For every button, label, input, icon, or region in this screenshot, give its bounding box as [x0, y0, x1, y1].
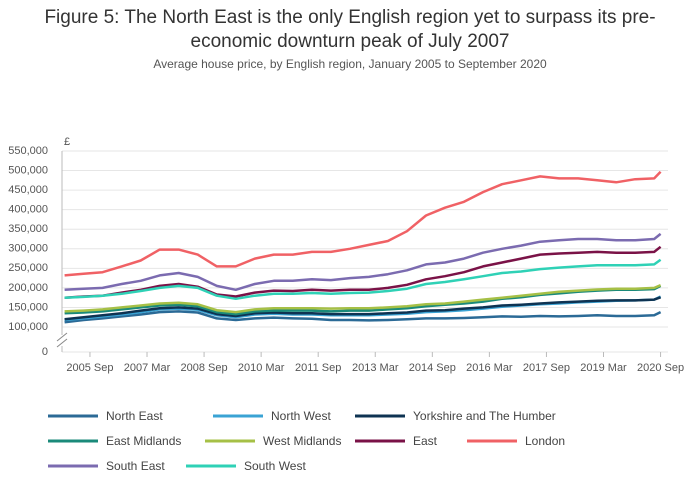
x-tick-label: 2019 Mar: [580, 362, 627, 374]
x-tick-label: 2013 Mar: [352, 362, 399, 374]
x-tick-label: 2010 Mar: [238, 362, 285, 374]
y-tick-label: 550,000: [8, 145, 48, 157]
x-tick-label: 2020 Sep: [637, 362, 684, 374]
series-line: [64, 232, 662, 292]
y-tick-label: 150,000: [8, 301, 48, 313]
x-tick-label: 2014 Sep: [409, 362, 456, 374]
legend-label: West Midlands: [263, 434, 341, 448]
legend-label: North East: [106, 409, 163, 423]
x-tick-label: 2017 Sep: [523, 362, 570, 374]
y-tick-label: 0: [42, 346, 48, 358]
series-line: [64, 296, 662, 321]
chart-title: Figure 5: The North East is the only Eng…: [44, 7, 656, 52]
legend-label: North West: [271, 409, 331, 423]
chart-subtitle: Average house price, by English region, …: [153, 57, 547, 71]
series-line: [64, 284, 662, 316]
y-tick-label: 250,000: [8, 262, 48, 274]
legend-label: East Midlands: [106, 434, 181, 448]
legend-label: South West: [244, 459, 306, 473]
legend-label: Yorkshire and The Humber: [413, 409, 556, 423]
series-line: [64, 310, 662, 324]
y-tick-label: 400,000: [8, 204, 48, 216]
axis-break: [56, 338, 68, 348]
x-tick-label: 2011 Sep: [295, 362, 341, 374]
legend-label: London: [525, 434, 565, 448]
y-tick-label: 200,000: [8, 282, 48, 294]
y-tick-label: 350,000: [8, 223, 48, 235]
series-line: [64, 245, 662, 299]
legend-label: South East: [106, 459, 165, 473]
axis-break: [56, 332, 68, 342]
y-tick-label: 300,000: [8, 243, 48, 255]
y-tick-label: 450,000: [8, 184, 48, 196]
x-tick-label: 2016 Mar: [466, 362, 513, 374]
y-unit: £: [64, 136, 70, 148]
y-tick-label: 100,000: [8, 321, 48, 333]
x-tick-label: 2005 Sep: [66, 362, 113, 374]
y-tick-label: 500,000: [8, 164, 48, 176]
series-line: [64, 284, 662, 314]
series-line: [64, 170, 662, 277]
x-tick-label: 2007 Mar: [124, 362, 171, 374]
x-tick-label: 2008 Sep: [181, 362, 228, 374]
legend-label: East: [413, 434, 438, 448]
series-line: [64, 258, 662, 301]
